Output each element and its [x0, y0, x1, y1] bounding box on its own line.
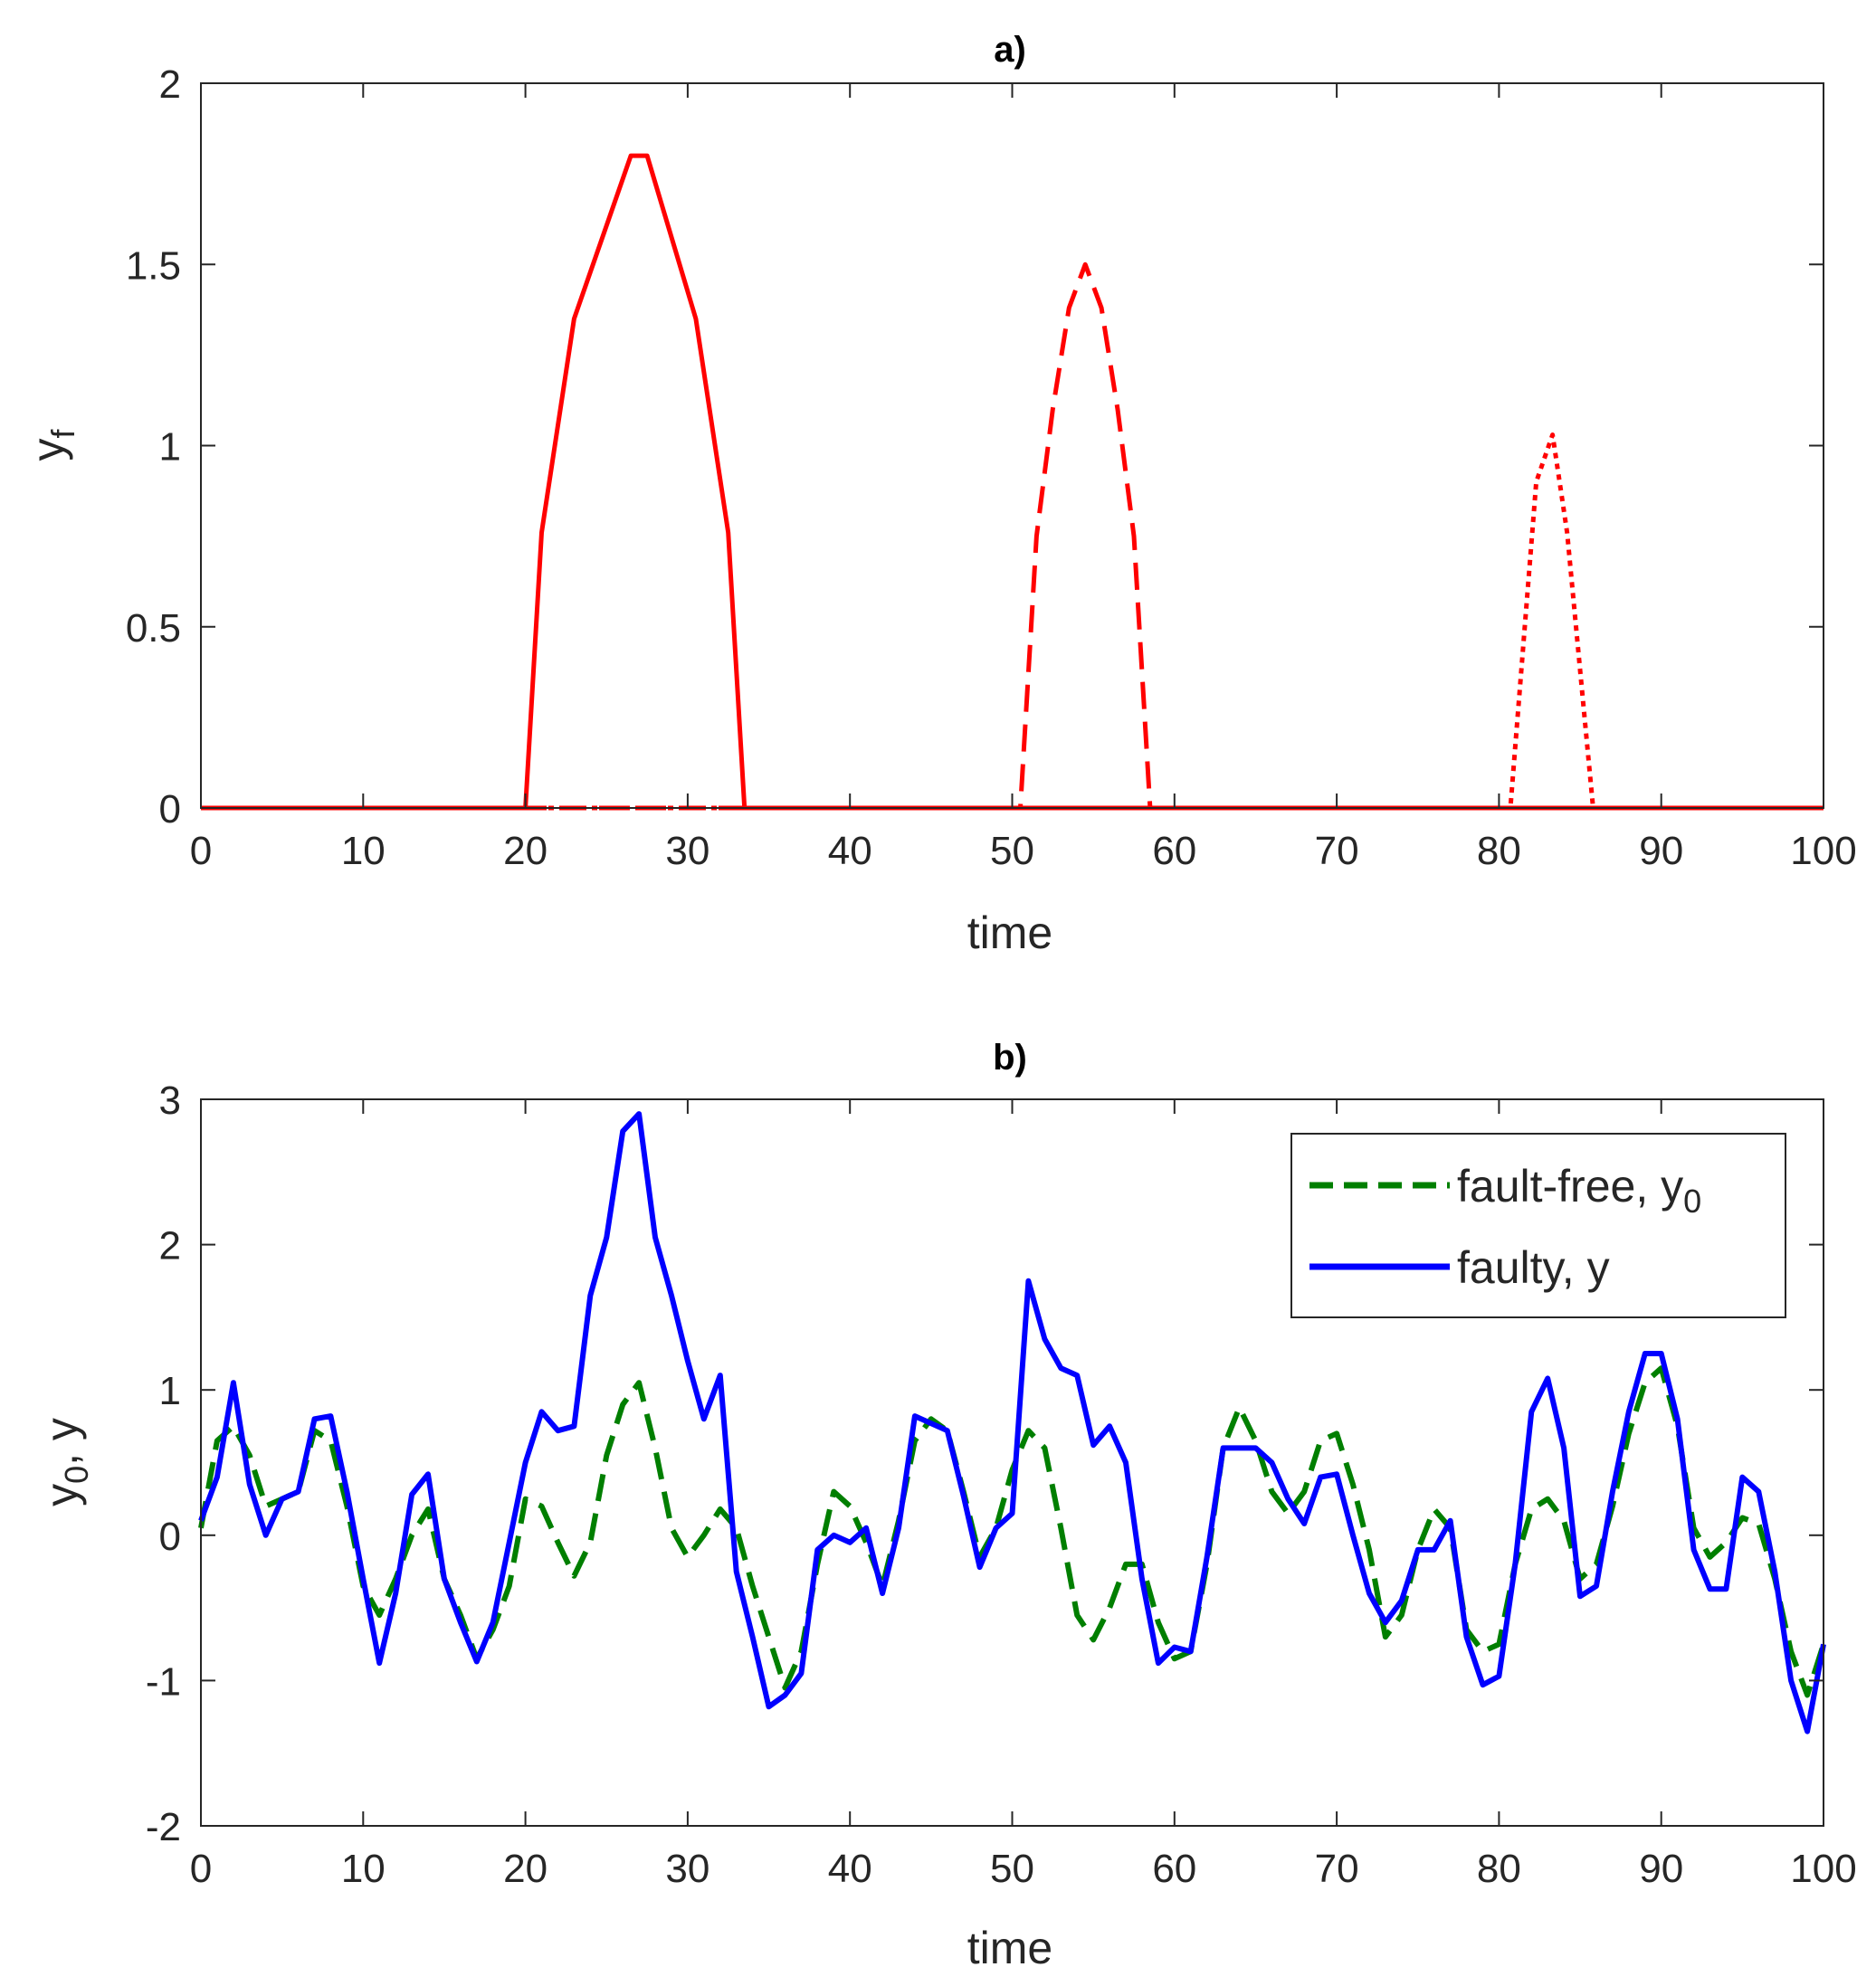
- panel-b-xlabel: time: [967, 1923, 1052, 1973]
- panel-a-series: [201, 153, 1824, 811]
- panel-b-ytick-label: 3: [159, 1079, 181, 1123]
- legend: fault-free, y0 faulty, y: [1290, 1133, 1786, 1318]
- panel-a-xtick-label: 10: [341, 829, 386, 873]
- panel-b-ytick-label: 0: [159, 1515, 181, 1559]
- panel-b-xtick-label: 60: [1152, 1847, 1196, 1891]
- panel-a-ytick-label: 2: [159, 62, 181, 107]
- panel-a-xtick-label: 50: [990, 829, 1034, 873]
- panel-b-ytick-label: -2: [146, 1805, 181, 1849]
- panel-b-xtick-label: 0: [190, 1847, 212, 1891]
- panel-b-xtick-label: 20: [503, 1847, 548, 1891]
- panel-a-ylabel: yf: [23, 429, 81, 461]
- panel-a-xtick-label: 70: [1315, 829, 1359, 873]
- panel-a-ytick-label: 1.5: [126, 243, 181, 288]
- panel-b-xtick-label: 40: [828, 1847, 872, 1891]
- panel-b-xtick-label: 90: [1639, 1847, 1683, 1891]
- panel-b-ytick-label: -1: [146, 1659, 181, 1704]
- panel-a-xtick-label: 90: [1639, 829, 1683, 873]
- panel-b-series-1: [198, 1365, 1826, 1698]
- legend-box: [1290, 1133, 1786, 1318]
- panel-a-xlabel: time: [967, 907, 1052, 958]
- panel-a-xtick-label: 20: [503, 829, 548, 873]
- panel-b-xtick-label: 50: [990, 1847, 1034, 1891]
- panel-a-ytick-label: 0: [159, 787, 181, 831]
- panel-b-ylabel-sub: 0: [58, 1466, 95, 1484]
- panel-a-ticks: 0 10 20 30 40 50 60 70 80 90 100 0 0.5 1 1.5 2: [126, 62, 1857, 873]
- panel-a-xtick-label: 100: [1790, 829, 1856, 873]
- panel-b-ylabel-rest: , y: [36, 1418, 87, 1466]
- panel-a-series-2: [201, 261, 1824, 811]
- panel-a-xtick-label: 80: [1477, 829, 1521, 873]
- svg-text:y0, y: y0, y: [36, 1418, 95, 1506]
- panel-a-ytick-label: 1: [159, 425, 181, 470]
- panel-a-series-1: [201, 153, 1824, 811]
- panel-a-xtick-label: 40: [828, 829, 872, 873]
- panel-a-ylabel-main: y: [23, 439, 73, 461]
- panel-b-series: [198, 1111, 1826, 1734]
- panel-a-title: a): [994, 30, 1026, 70]
- panel-a-series-3: [201, 432, 1824, 811]
- legend-label-faulty: faulty, y: [1457, 1242, 1610, 1293]
- legend-label-fault-free-text: fault-free, y: [1457, 1161, 1683, 1212]
- panel-b-ticks: 0 10 20 30 40 50 60 70 80 90 100 -2 -1 0 1 2 3: [146, 1079, 1857, 1891]
- panel-a-xtick-label: 30: [665, 829, 709, 873]
- panel-b-xtick-label: 80: [1477, 1847, 1521, 1891]
- panel-a-ytick-label: 0.5: [126, 606, 181, 651]
- panel-b-xtick-label: 10: [341, 1847, 386, 1891]
- panel-b-xtick-label: 30: [665, 1847, 709, 1891]
- panel-a-axes-box: [200, 82, 1824, 809]
- panel-b-ylabel: y0, y: [36, 1418, 95, 1506]
- panel-b: b) 0 10 20 30 40 50 60 70 80 90 100 -2 -1 0 1 2 3 time y…: [36, 1038, 1857, 1973]
- panel-b-ytick-label: 1: [159, 1369, 181, 1413]
- svg-text:yf: yf: [23, 429, 81, 461]
- panel-b-series-2: [198, 1111, 1826, 1734]
- panel-b-xtick-label: 100: [1790, 1847, 1856, 1891]
- legend-label-fault-free-sub: 0: [1683, 1183, 1701, 1220]
- panel-b-title: b): [993, 1038, 1027, 1078]
- panel-a-ylabel-sub: f: [44, 429, 81, 439]
- panel-a-xtick-label: 60: [1152, 829, 1196, 873]
- panel-b-xtick-label: 70: [1315, 1847, 1359, 1891]
- panel-b-ytick-label: 2: [159, 1224, 181, 1269]
- panel-b-ylabel-main: y: [36, 1484, 87, 1506]
- panel-a-xtick-label: 0: [190, 829, 212, 873]
- legend-label-fault-free: fault-free, y0: [1457, 1161, 1701, 1220]
